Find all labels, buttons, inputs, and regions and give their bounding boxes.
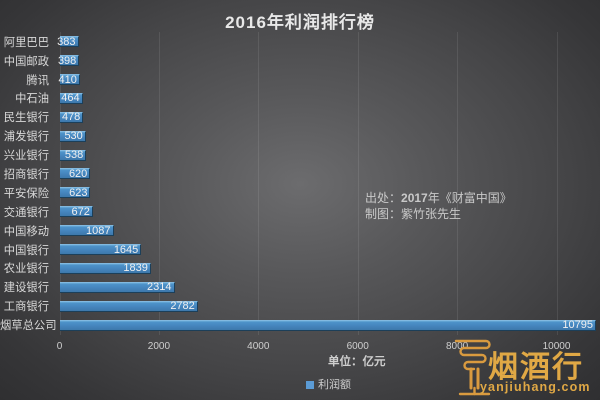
svg-text:yanjiuhang.com: yanjiuhang.com <box>480 380 591 394</box>
